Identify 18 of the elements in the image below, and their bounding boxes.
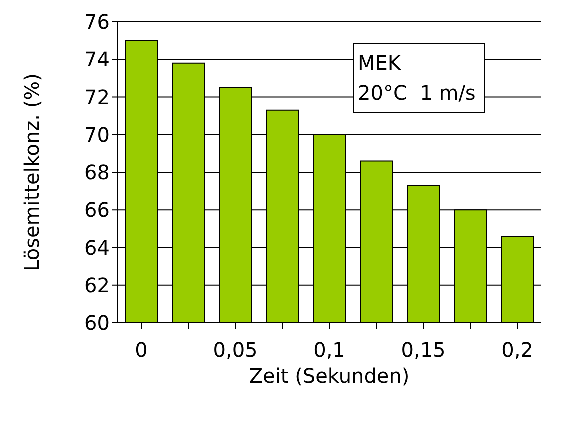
x-tick-label: 0,05 (213, 338, 258, 362)
y-tick-label: 62 (84, 273, 110, 298)
y-tick-label: 64 (84, 236, 110, 260)
y-tick-label: 72 (84, 85, 110, 110)
y-tick-label: 60 (84, 311, 110, 336)
x-tick-label: 0,15 (401, 338, 446, 362)
annotation: 20°C 1 m/s (358, 80, 476, 107)
x-tick-label: 0 (135, 338, 148, 362)
x-tick-label: 0,2 (502, 338, 534, 362)
x-axis-title: Zeit (Sekunden) (249, 364, 410, 388)
y-tick-label: 76 (84, 10, 110, 34)
x-tick-label: 0,1 (314, 338, 346, 362)
y-axis-title: Lösemittelkonz. (%) (20, 74, 44, 272)
y-tick-label: 70 (84, 122, 110, 147)
y-tick-label: 68 (84, 160, 110, 185)
y-tick-label: 66 (84, 198, 110, 222)
annotation: MEK (358, 50, 402, 77)
y-tick-label: 74 (84, 48, 110, 72)
